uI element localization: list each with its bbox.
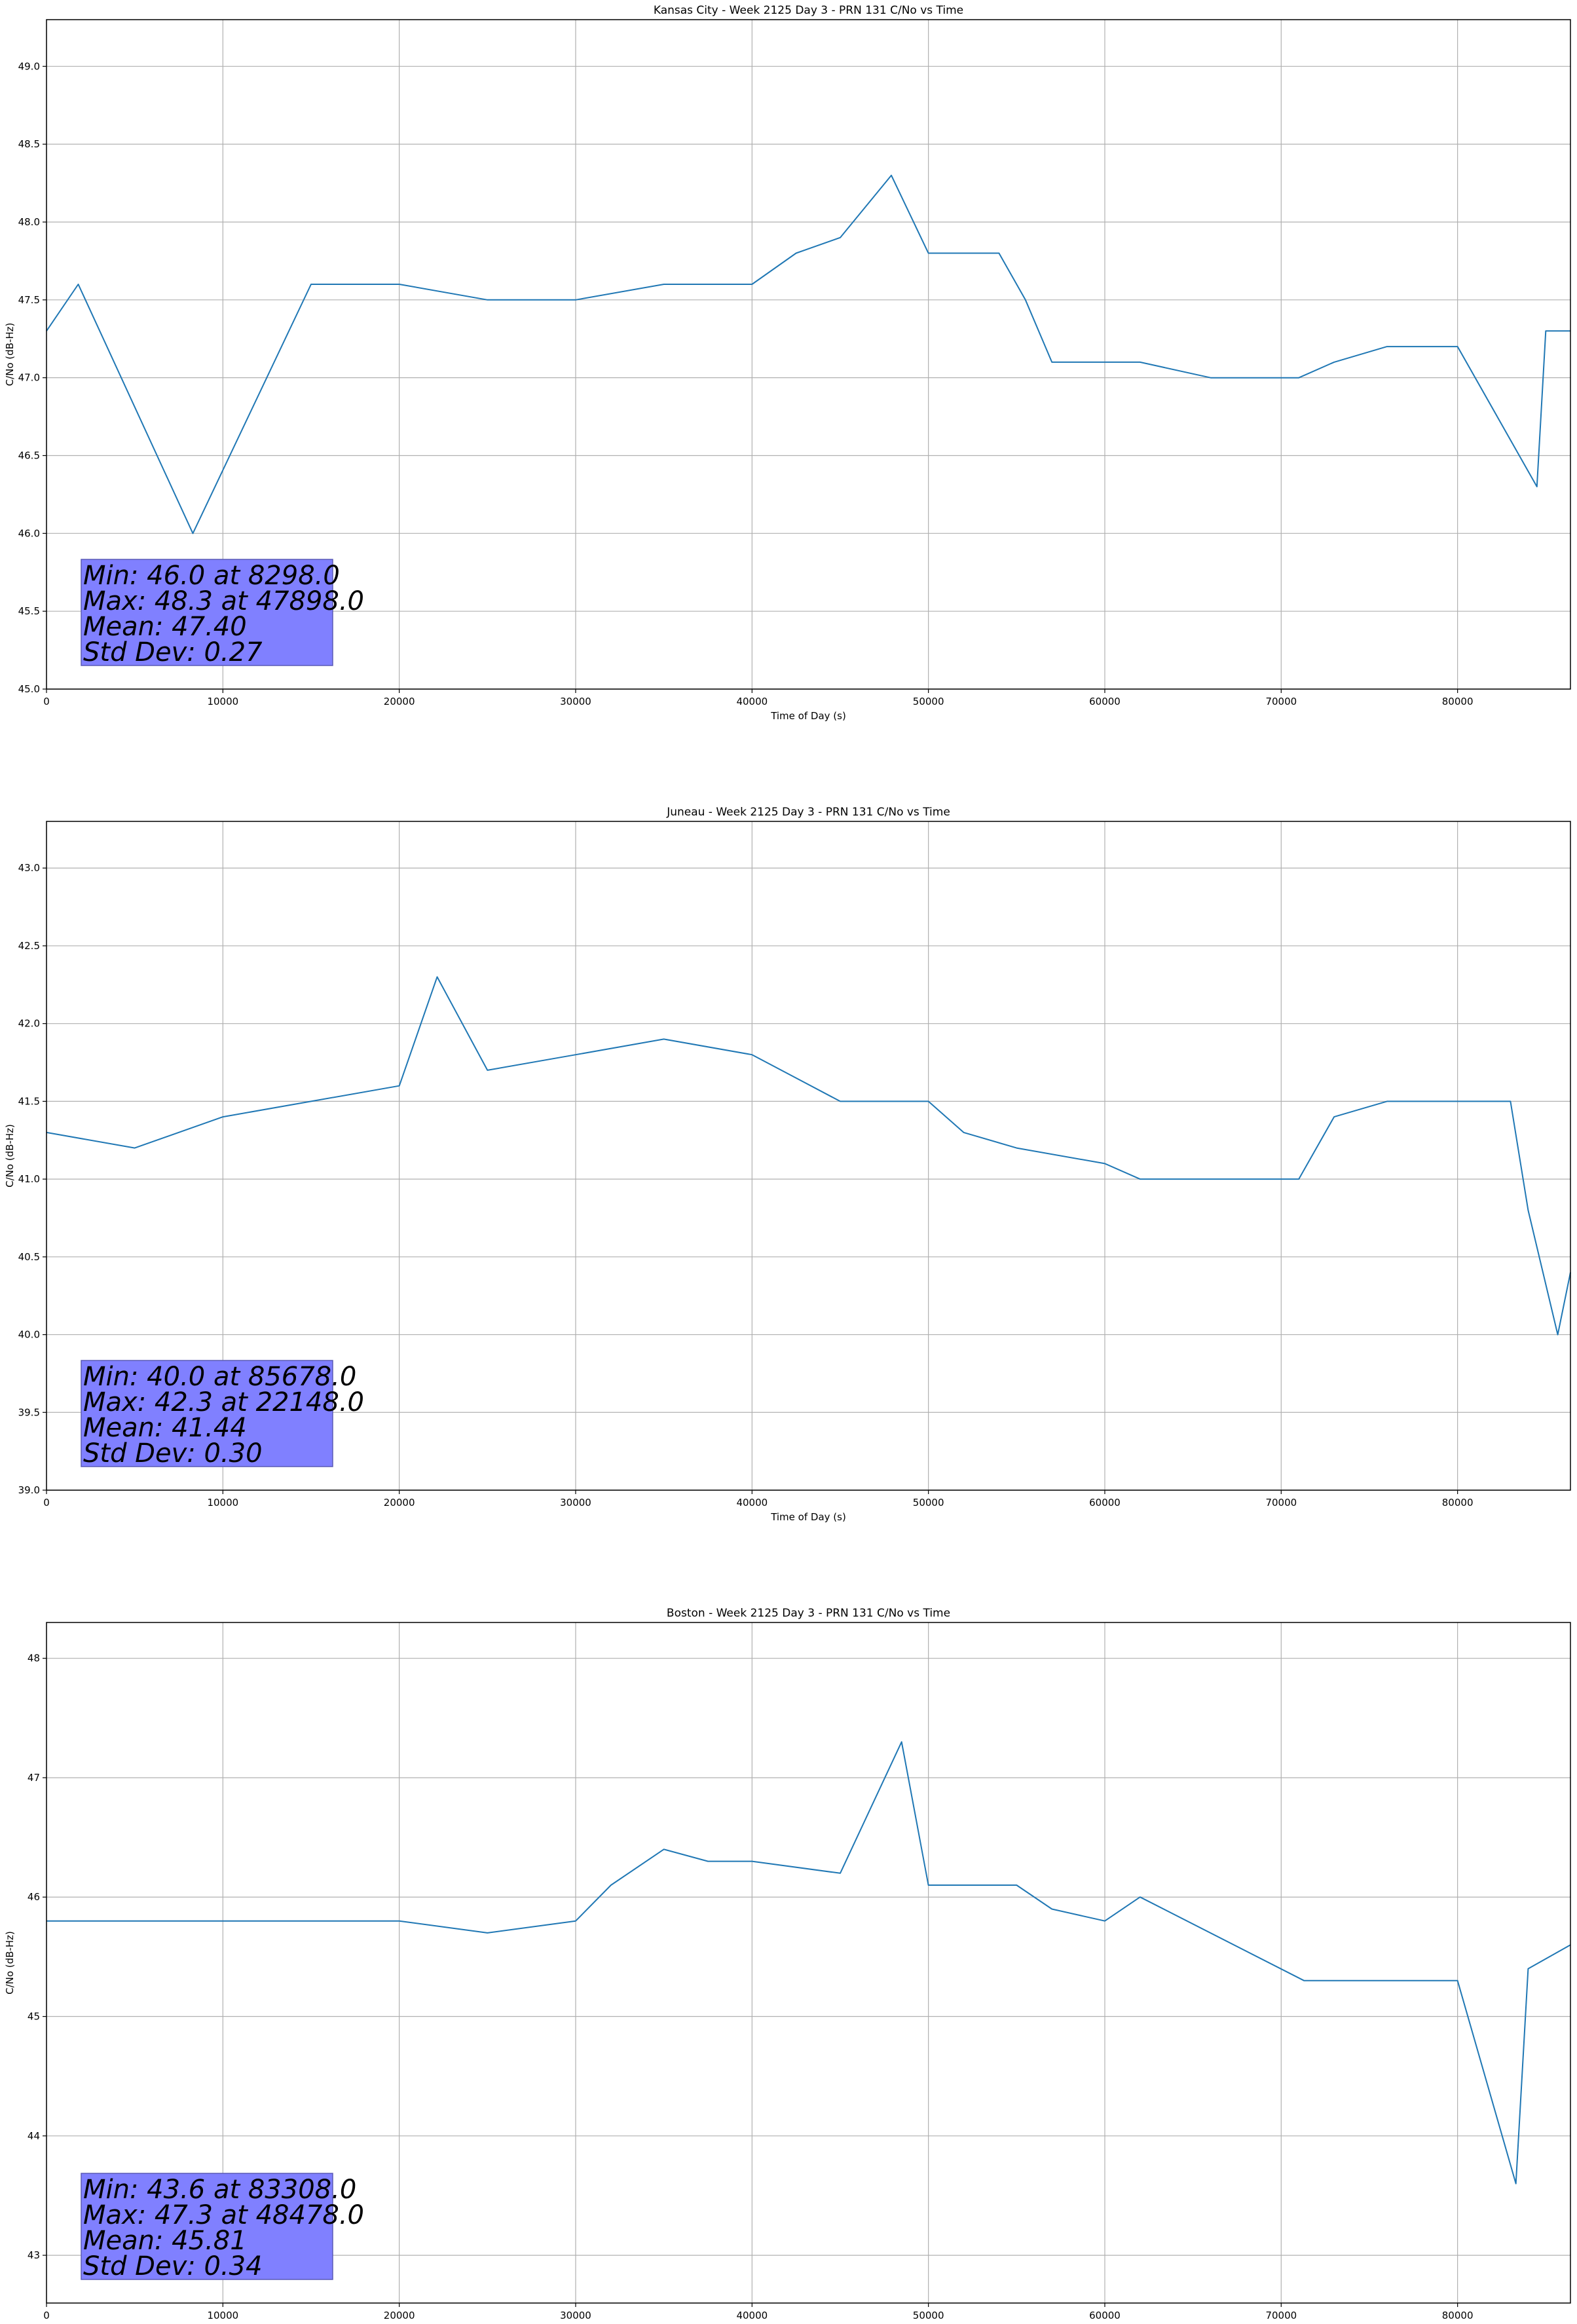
x-tick-label: 70000 bbox=[1265, 1497, 1297, 1509]
y-tick-label: 47.5 bbox=[18, 294, 40, 306]
y-tick-label: 47.0 bbox=[18, 372, 40, 384]
x-axis-label: Time of Day (s) bbox=[770, 710, 846, 722]
y-tick-label: 41.5 bbox=[18, 1095, 40, 1107]
y-tick-label: 48.5 bbox=[18, 138, 40, 150]
x-tick-label: 80000 bbox=[1442, 1497, 1474, 1509]
stats-box bbox=[81, 559, 333, 666]
x-tick-label: 20000 bbox=[384, 2310, 415, 2321]
x-tick-label: 60000 bbox=[1089, 696, 1121, 707]
y-tick-label: 48.0 bbox=[18, 216, 40, 228]
x-tick-label: 0 bbox=[43, 2310, 50, 2321]
chart-title: Boston - Week 2125 Day 3 - PRN 131 C/No … bbox=[667, 1607, 950, 1620]
stats-line: Min: 46.0 at 8298.0 bbox=[83, 561, 340, 591]
x-tick-label: 10000 bbox=[207, 2310, 238, 2321]
y-tick-label: 48 bbox=[28, 1653, 40, 1664]
x-tick-label: 50000 bbox=[913, 2310, 944, 2321]
y-tick-label: 45.5 bbox=[18, 605, 40, 617]
y-tick-label: 49.0 bbox=[18, 60, 40, 72]
x-tick-label: 30000 bbox=[560, 1497, 591, 1509]
x-tick-label: 10000 bbox=[207, 696, 238, 707]
chart-panel: 0 10000 20000 30000 40000 50000 60000 70000 8000… bbox=[4, 4, 1571, 722]
cno-series-line bbox=[46, 976, 1571, 1336]
y-tick-label: 43.0 bbox=[18, 862, 40, 874]
x-tick-label: 80000 bbox=[1442, 2310, 1474, 2321]
x-tick-label: 20000 bbox=[384, 696, 415, 707]
x-tick-label: 10000 bbox=[207, 1497, 238, 1509]
stats-box bbox=[81, 1360, 333, 1467]
stats-line: Std Dev: 0.34 bbox=[83, 2251, 263, 2281]
y-tick-label: 46.5 bbox=[18, 449, 40, 461]
stats-line: Min: 40.0 at 85678.0 bbox=[83, 1362, 356, 1392]
x-tick-label: 20000 bbox=[384, 1497, 415, 1509]
x-tick-label: 50000 bbox=[913, 1497, 944, 1509]
chart-title: Kansas City - Week 2125 Day 3 - PRN 131 … bbox=[654, 4, 963, 17]
x-tick-label: 30000 bbox=[560, 2310, 591, 2321]
x-tick-label: 80000 bbox=[1442, 696, 1474, 707]
x-tick-label: 40000 bbox=[736, 1497, 768, 1509]
x-axis-label: Time of Day (s) bbox=[770, 1511, 846, 1523]
stats-line: Max: 42.3 at 22148.0 bbox=[83, 1387, 364, 1417]
cno-series-line bbox=[46, 1741, 1571, 2184]
x-tick-label: 0 bbox=[43, 696, 50, 707]
y-tick-label: 45 bbox=[28, 2011, 40, 2023]
y-tick-label: 40.0 bbox=[18, 1329, 40, 1341]
cno-series-line bbox=[46, 174, 1570, 534]
y-tick-label: 44 bbox=[28, 2130, 40, 2142]
chart-title: Juneau - Week 2125 Day 3 - PRN 131 C/No … bbox=[666, 806, 950, 819]
y-tick-label: 46 bbox=[28, 1891, 40, 1903]
chart-panel: 0 10000 20000 30000 40000 50000 60000 70000 8000… bbox=[4, 806, 1571, 1523]
stats-line: Max: 47.3 at 48478.0 bbox=[83, 2200, 364, 2230]
y-tick-label: 41.0 bbox=[18, 1173, 40, 1185]
y-tick-label: 39.5 bbox=[18, 1406, 40, 1418]
y-axis-label: C/No (dB-Hz) bbox=[4, 323, 16, 386]
plot-frame bbox=[46, 1622, 1571, 2304]
y-axis-label: C/No (dB-Hz) bbox=[4, 1124, 16, 1188]
y-tick-label: 43 bbox=[28, 2249, 40, 2261]
plot-frame bbox=[46, 821, 1571, 1491]
stats-line: Mean: 47.40 bbox=[83, 612, 247, 642]
y-tick-label: 42.5 bbox=[18, 940, 40, 952]
x-tick-label: 70000 bbox=[1265, 2310, 1297, 2321]
stats-line: Max: 48.3 at 47898.0 bbox=[83, 586, 364, 616]
x-tick-label: 30000 bbox=[560, 696, 591, 707]
stats-line: Std Dev: 0.30 bbox=[83, 1438, 263, 1469]
stats-line: Mean: 41.44 bbox=[83, 1413, 247, 1443]
stats-box bbox=[81, 2173, 333, 2280]
y-tick-label: 40.5 bbox=[18, 1251, 40, 1263]
x-tick-label: 70000 bbox=[1265, 696, 1297, 707]
x-tick-label: 60000 bbox=[1089, 1497, 1121, 1509]
x-tick-label: 40000 bbox=[736, 2310, 768, 2321]
plot-frame bbox=[46, 19, 1571, 690]
stats-line: Min: 43.6 at 83308.0 bbox=[83, 2175, 356, 2205]
y-axis-label: C/No (dB-Hz) bbox=[4, 1931, 16, 1995]
y-tick-label: 47 bbox=[28, 1772, 40, 1784]
y-tick-label: 45.0 bbox=[18, 683, 40, 695]
y-tick-label: 42.0 bbox=[18, 1018, 40, 1030]
stats-line: Std Dev: 0.27 bbox=[83, 637, 263, 667]
x-tick-label: 50000 bbox=[913, 696, 944, 707]
x-tick-label: 40000 bbox=[736, 696, 768, 707]
y-tick-label: 39.0 bbox=[18, 1484, 40, 1496]
y-tick-label: 46.0 bbox=[18, 527, 40, 539]
stats-line: Mean: 45.81 bbox=[83, 2226, 247, 2256]
chart-panel: 0 10000 20000 30000 40000 50000 60000 70000 8000… bbox=[4, 1607, 1571, 2321]
x-tick-label: 60000 bbox=[1089, 2310, 1121, 2321]
x-tick-label: 0 bbox=[43, 1497, 50, 1509]
